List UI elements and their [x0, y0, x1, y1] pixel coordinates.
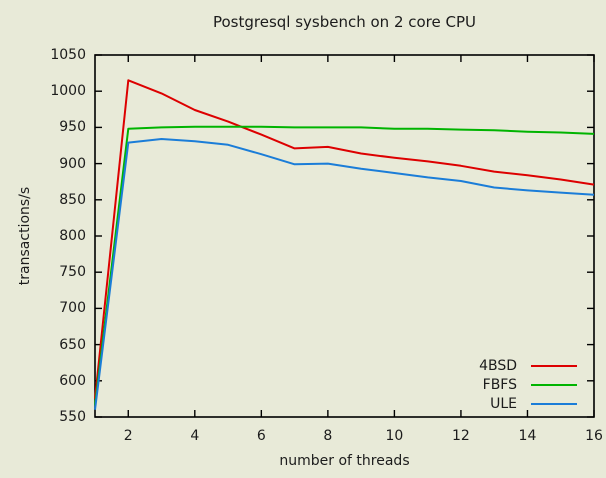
- y-tick-label: 550: [59, 409, 86, 425]
- y-tick-label: 950: [59, 119, 86, 136]
- y-tick-label: 850: [59, 191, 86, 208]
- chart-title: Postgresql sysbench on 2 core CPU: [212, 13, 477, 31]
- legend-line-sample: [531, 383, 577, 386]
- y-tick-label: 1050: [50, 47, 86, 63]
- legend-row-ule: ULE: [420, 394, 577, 413]
- legend-label: ULE: [490, 395, 517, 412]
- y-tick-label: 650: [59, 336, 86, 353]
- legend-label: FBFS: [482, 376, 517, 393]
- legend-label: 4BSD: [479, 357, 517, 374]
- legend-line-sample: [531, 364, 577, 367]
- y-tick-label: 900: [59, 155, 86, 172]
- x-tick-label: 14: [518, 428, 537, 444]
- y-tick-label: 600: [59, 372, 86, 389]
- x-tick-label: 12: [452, 428, 470, 444]
- x-tick-label: 8: [323, 428, 333, 444]
- x-tick-label: 6: [256, 428, 266, 444]
- series-line-fbfs: [94, 125, 595, 406]
- legend-row-fbfs: FBFS: [420, 375, 577, 394]
- x-tick-label: 16: [585, 428, 603, 444]
- x-tick-label: 10: [385, 428, 404, 444]
- x-axis-title: number of threads: [279, 453, 410, 469]
- y-tick-label: 750: [59, 264, 86, 281]
- y-tick-label: 700: [59, 300, 86, 317]
- y-tick-label: 1000: [50, 83, 86, 100]
- x-tick-label: 2: [123, 428, 133, 444]
- series-line-ule: [94, 138, 595, 410]
- legend-row-4bsd: 4BSD: [420, 356, 577, 375]
- legend-line-sample: [531, 402, 577, 405]
- y-tick-label: 800: [59, 228, 86, 244]
- x-tick-label: 4: [190, 428, 200, 444]
- legend: 4BSD FBFS ULE: [420, 356, 577, 413]
- series-line-4bsd: [94, 79, 595, 400]
